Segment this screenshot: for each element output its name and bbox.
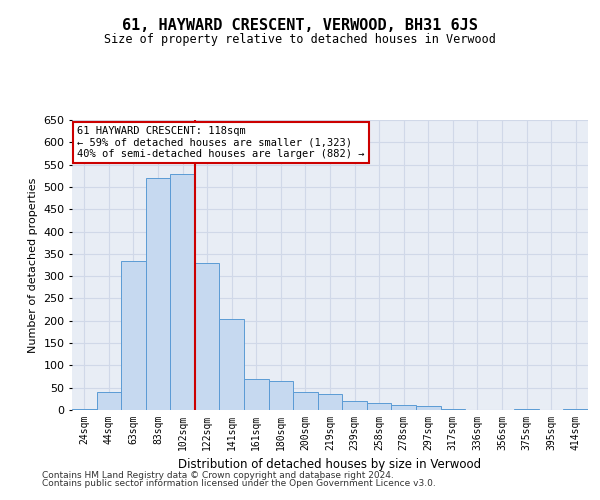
Bar [195,263,220,410]
Bar [97,392,121,410]
Y-axis label: Number of detached properties: Number of detached properties [28,178,38,352]
Bar [563,409,588,410]
Text: 61, HAYWARD CRESCENT, VERWOOD, BH31 6JS: 61, HAYWARD CRESCENT, VERWOOD, BH31 6JS [122,18,478,32]
Bar [293,392,318,410]
Bar [342,401,367,410]
Bar [170,174,195,410]
Text: Contains HM Land Registry data © Crown copyright and database right 2024.: Contains HM Land Registry data © Crown c… [42,470,394,480]
Bar [244,379,269,410]
Text: Contains public sector information licensed under the Open Government Licence v3: Contains public sector information licen… [42,479,436,488]
Bar [121,260,146,410]
Bar [416,406,440,410]
Bar [391,404,416,410]
Bar [220,318,244,410]
Text: Size of property relative to detached houses in Verwood: Size of property relative to detached ho… [104,32,496,46]
Bar [514,408,539,410]
Bar [318,394,342,410]
Bar [72,408,97,410]
X-axis label: Distribution of detached houses by size in Verwood: Distribution of detached houses by size … [178,458,482,471]
Text: 61 HAYWARD CRESCENT: 118sqm
← 59% of detached houses are smaller (1,323)
40% of : 61 HAYWARD CRESCENT: 118sqm ← 59% of det… [77,126,365,159]
Bar [367,404,391,410]
Bar [146,178,170,410]
Bar [269,381,293,410]
Bar [440,409,465,410]
